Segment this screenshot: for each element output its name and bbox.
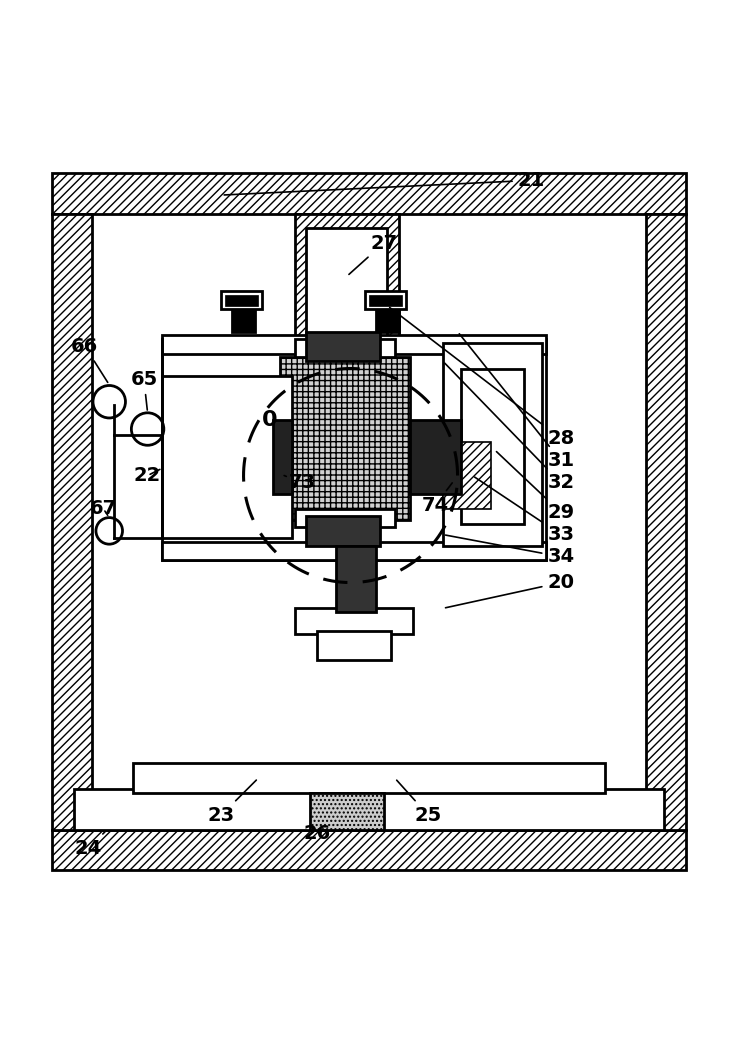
Text: 74: 74: [422, 483, 452, 514]
Bar: [317, 630, 391, 660]
Bar: [443, 342, 542, 545]
Text: 34: 34: [446, 535, 574, 566]
Bar: [74, 789, 664, 830]
Bar: [306, 228, 387, 354]
Bar: [443, 442, 491, 509]
Bar: [225, 294, 258, 306]
Bar: [280, 357, 410, 519]
Text: 23: 23: [208, 780, 256, 824]
Text: 33: 33: [475, 477, 574, 544]
Text: 20: 20: [446, 573, 574, 607]
Text: 73: 73: [284, 473, 316, 492]
Bar: [295, 509, 395, 528]
Bar: [295, 608, 413, 634]
Bar: [162, 542, 546, 560]
Text: 67: 67: [90, 499, 117, 518]
Text: 31: 31: [459, 334, 574, 470]
Bar: [306, 516, 380, 545]
Bar: [376, 303, 399, 332]
Bar: [52, 214, 92, 830]
Text: 66: 66: [72, 337, 108, 382]
Bar: [52, 830, 686, 870]
Bar: [295, 214, 399, 361]
Bar: [273, 420, 292, 494]
Text: 26: 26: [304, 824, 344, 843]
Bar: [369, 294, 402, 306]
Text: 21: 21: [224, 171, 545, 195]
Bar: [461, 369, 524, 524]
Text: 32: 32: [445, 363, 574, 492]
Bar: [365, 291, 406, 310]
Bar: [162, 339, 546, 560]
Text: 22: 22: [134, 466, 161, 485]
Text: 29: 29: [497, 451, 574, 522]
Bar: [410, 420, 461, 494]
Bar: [295, 339, 395, 357]
Bar: [336, 545, 376, 612]
Bar: [52, 173, 686, 214]
Bar: [162, 335, 546, 354]
Bar: [133, 763, 605, 793]
Bar: [232, 303, 255, 332]
Text: 65: 65: [131, 370, 157, 410]
Text: 0: 0: [261, 410, 277, 430]
Bar: [306, 332, 380, 361]
Text: 28: 28: [390, 308, 574, 448]
Text: 27: 27: [349, 233, 397, 274]
Bar: [646, 214, 686, 830]
Bar: [454, 357, 531, 531]
Bar: [162, 376, 292, 538]
Bar: [310, 793, 384, 830]
Bar: [221, 291, 262, 310]
Text: 25: 25: [397, 780, 441, 824]
Text: 24: 24: [75, 831, 105, 857]
